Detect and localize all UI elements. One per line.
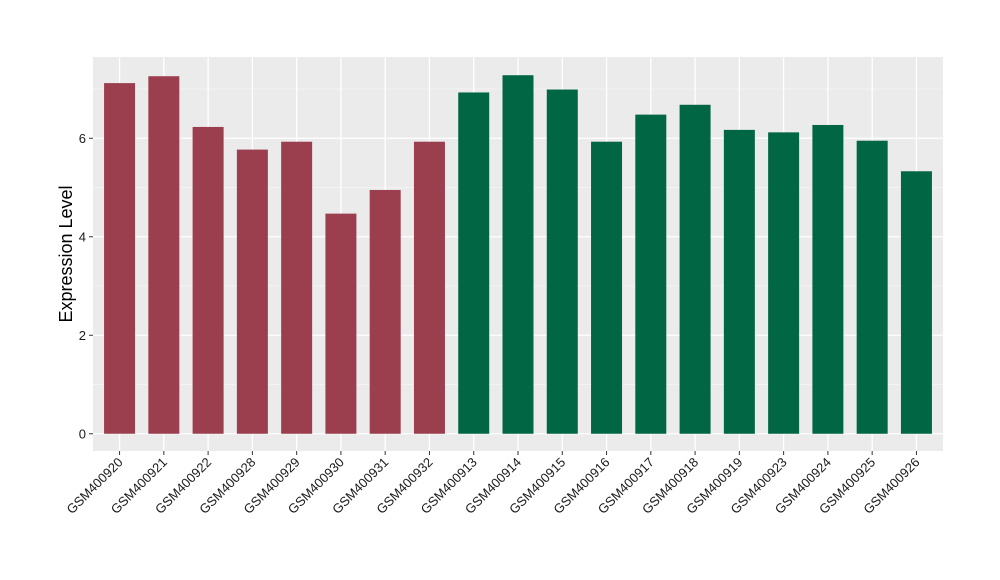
bar-GSM400929	[281, 141, 313, 434]
x-axis: GSM400920GSM400921GSM400922GSM400928GSM4…	[63, 451, 923, 517]
bar-GSM400924	[812, 124, 844, 434]
bar-GSM400922	[192, 126, 224, 434]
y-axis: 0 2 4 6	[79, 131, 93, 441]
bar-GSM400926	[900, 171, 932, 434]
bar-GSM400918	[679, 104, 711, 434]
bar-GSM400913	[458, 92, 490, 434]
bar-GSM400919	[723, 129, 755, 434]
bar-GSM400917	[635, 114, 667, 434]
bar-GSM400930	[325, 213, 357, 434]
bar-GSM400921	[148, 76, 180, 434]
bar-GSM400928	[236, 149, 268, 434]
bar-GSM400920	[104, 83, 136, 434]
bar-GSM400914	[502, 75, 534, 434]
y-tick-label: 0	[79, 426, 86, 441]
bar-GSM400915	[546, 89, 578, 434]
bars	[104, 75, 932, 434]
y-axis-title: Expression Level	[56, 185, 76, 322]
y-tick-label: 6	[79, 131, 86, 146]
y-tick-label: 2	[79, 328, 86, 343]
bar-GSM400923	[768, 132, 800, 434]
bar-GSM400925	[856, 140, 888, 434]
y-tick-label: 4	[79, 229, 86, 244]
bar-GSM400916	[591, 141, 623, 434]
bar-GSM400931	[369, 189, 401, 434]
bar-GSM400932	[413, 141, 445, 434]
